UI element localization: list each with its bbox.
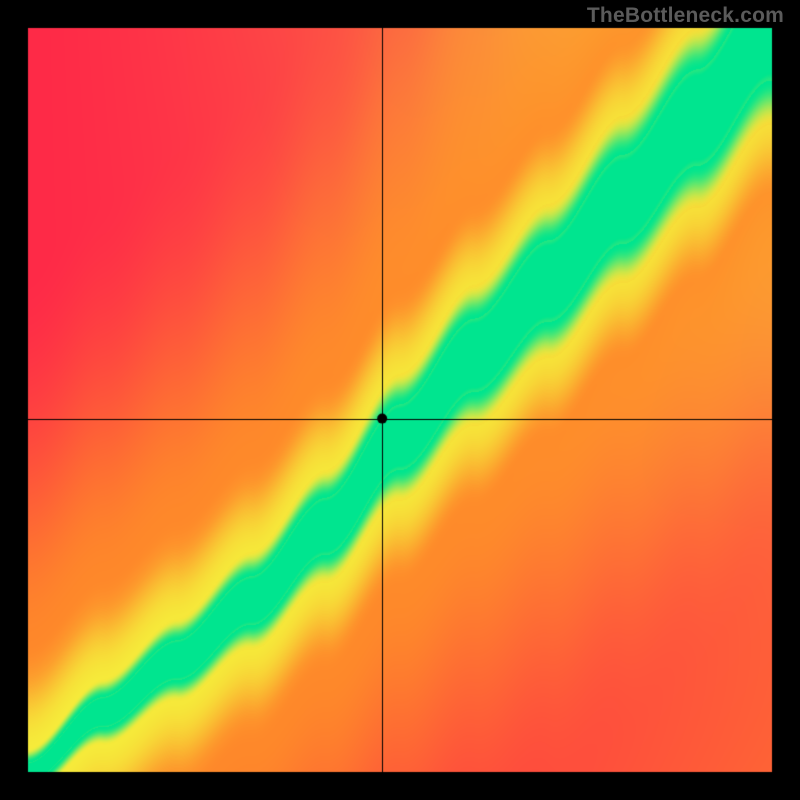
heatmap-canvas: [0, 0, 800, 800]
chart-container: TheBottleneck.com: [0, 0, 800, 800]
watermark-text: TheBottleneck.com: [587, 4, 784, 28]
